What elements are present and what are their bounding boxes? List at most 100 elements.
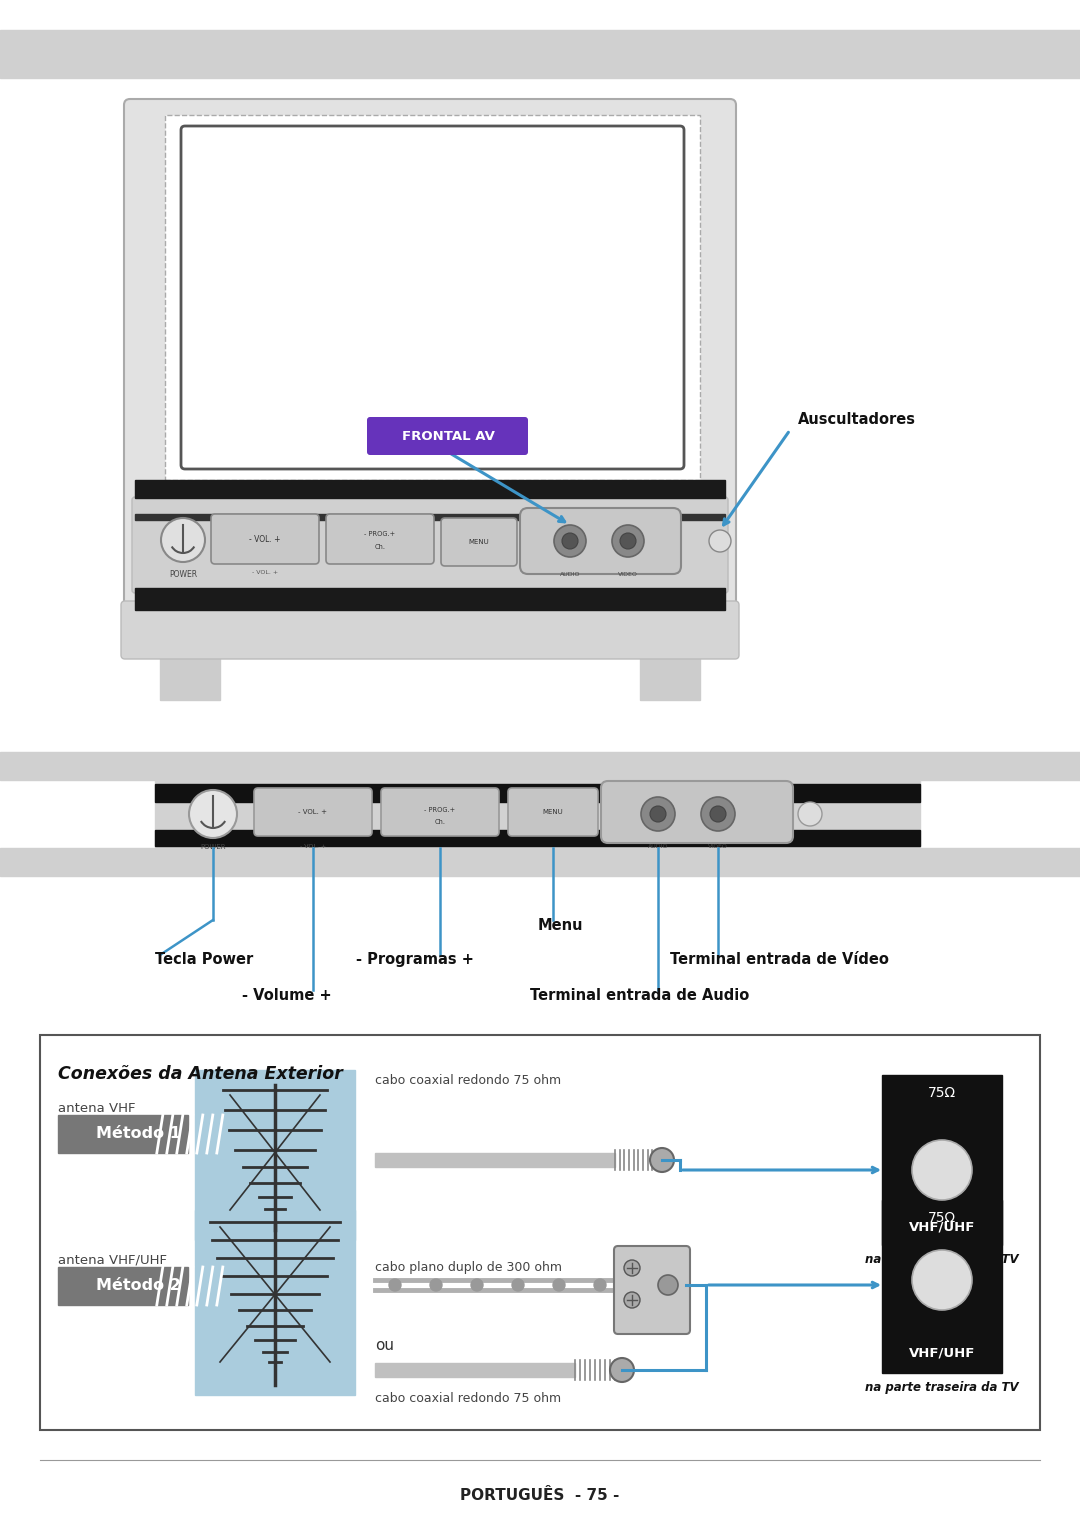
Circle shape <box>161 518 205 562</box>
Text: - VOL. +: - VOL. + <box>252 570 278 575</box>
Circle shape <box>624 1261 640 1276</box>
FancyBboxPatch shape <box>367 417 528 455</box>
Text: - Programas +: - Programas + <box>356 952 474 967</box>
Circle shape <box>562 533 578 549</box>
FancyBboxPatch shape <box>600 781 793 843</box>
Bar <box>195 1070 355 1241</box>
Text: VHF/UHF: VHF/UHF <box>908 1221 975 1233</box>
Bar <box>135 480 725 498</box>
Circle shape <box>389 1279 401 1291</box>
Text: POWER: POWER <box>200 843 226 850</box>
Text: na parte traseira da TV: na parte traseira da TV <box>865 1381 1018 1394</box>
Circle shape <box>710 805 726 822</box>
FancyBboxPatch shape <box>441 518 517 565</box>
Circle shape <box>554 526 586 558</box>
Circle shape <box>624 1293 640 1308</box>
Text: cabo plano duplo de 300 ohm: cabo plano duplo de 300 ohm <box>375 1261 562 1273</box>
Circle shape <box>650 1148 674 1172</box>
Text: - VOL. +: - VOL. + <box>300 843 326 850</box>
Text: cabo coaxial redondo 75 ohm: cabo coaxial redondo 75 ohm <box>375 1074 562 1086</box>
Text: - PROG.+: - PROG.+ <box>364 532 395 536</box>
Text: cabo coaxial redondo 75 ohm: cabo coaxial redondo 75 ohm <box>375 1392 562 1404</box>
FancyBboxPatch shape <box>132 497 728 593</box>
Text: na parte traseira da TV: na parte traseira da TV <box>865 1253 1018 1267</box>
Text: antena VHF: antena VHF <box>58 1102 135 1114</box>
Text: antena VHF/UHF: antena VHF/UHF <box>58 1253 167 1267</box>
Text: POWER: POWER <box>168 570 197 579</box>
Text: - PROG.+: - PROG.+ <box>424 807 456 813</box>
FancyBboxPatch shape <box>615 1245 690 1334</box>
Text: VHF/UHF: VHF/UHF <box>908 1346 975 1360</box>
Circle shape <box>912 1140 972 1199</box>
Bar <box>0 848 1080 876</box>
Text: ou: ou <box>375 1337 394 1352</box>
Text: Ch.: Ch. <box>375 544 386 550</box>
Circle shape <box>939 1276 946 1284</box>
Text: - VOL. +: - VOL. + <box>298 808 327 814</box>
Bar <box>160 645 220 700</box>
Circle shape <box>620 533 636 549</box>
Circle shape <box>922 1151 962 1190</box>
Text: Terminal entrada de Audio: Terminal entrada de Audio <box>530 989 750 1002</box>
Text: - Volume +: - Volume + <box>242 989 332 1002</box>
Bar <box>375 1363 575 1377</box>
Circle shape <box>932 1160 951 1180</box>
Circle shape <box>612 526 644 558</box>
Text: Método 2: Método 2 <box>96 1279 181 1294</box>
Circle shape <box>939 1166 946 1174</box>
Text: VIDEO: VIDEO <box>708 843 728 850</box>
FancyBboxPatch shape <box>254 788 372 836</box>
Text: - VOL. +: - VOL. + <box>249 535 281 544</box>
Circle shape <box>932 1270 951 1290</box>
Circle shape <box>658 1274 678 1296</box>
Bar <box>195 1210 355 1395</box>
Bar <box>375 1154 615 1167</box>
Circle shape <box>610 1358 634 1381</box>
Text: Auscultadores: Auscultadores <box>798 413 916 428</box>
Bar <box>882 1199 1002 1374</box>
FancyBboxPatch shape <box>121 601 739 659</box>
Bar <box>156 784 920 802</box>
Text: PORTUGUÊS  - 75 -: PORTUGUÊS - 75 - <box>460 1487 620 1502</box>
Circle shape <box>912 1250 972 1309</box>
FancyBboxPatch shape <box>181 125 684 469</box>
Bar <box>135 513 725 520</box>
Circle shape <box>512 1279 524 1291</box>
Text: AUDIO: AUDIO <box>559 571 580 578</box>
Bar <box>156 830 920 847</box>
Text: Tecla Power: Tecla Power <box>156 952 253 967</box>
Bar <box>0 752 1080 779</box>
Text: 75Ω: 75Ω <box>928 1212 956 1225</box>
FancyBboxPatch shape <box>326 513 434 564</box>
Circle shape <box>594 1279 606 1291</box>
Bar <box>165 115 700 480</box>
FancyBboxPatch shape <box>381 788 499 836</box>
Text: MENU: MENU <box>542 808 564 814</box>
Text: 75Ω: 75Ω <box>928 1086 956 1100</box>
Text: VIDEO: VIDEO <box>618 571 638 578</box>
Circle shape <box>708 530 731 552</box>
Circle shape <box>553 1279 565 1291</box>
Text: Ch.: Ch. <box>434 819 446 825</box>
Text: Método 1: Método 1 <box>96 1126 181 1141</box>
Bar <box>0 31 1080 78</box>
Bar <box>882 1076 1002 1245</box>
Circle shape <box>650 805 666 822</box>
Text: Menu: Menu <box>538 918 583 934</box>
Circle shape <box>642 798 675 831</box>
Circle shape <box>798 802 822 827</box>
Circle shape <box>430 1279 442 1291</box>
Text: FRONTAL AV: FRONTAL AV <box>402 429 495 443</box>
FancyBboxPatch shape <box>508 788 598 836</box>
Circle shape <box>471 1279 483 1291</box>
Circle shape <box>701 798 735 831</box>
Circle shape <box>922 1261 962 1300</box>
FancyBboxPatch shape <box>211 513 319 564</box>
Circle shape <box>189 790 237 837</box>
Bar <box>58 1267 188 1305</box>
Bar <box>58 1115 188 1154</box>
Text: AUDIO: AUDIO <box>648 843 669 850</box>
Bar <box>135 588 725 610</box>
FancyBboxPatch shape <box>40 1034 1040 1430</box>
FancyBboxPatch shape <box>124 99 735 656</box>
